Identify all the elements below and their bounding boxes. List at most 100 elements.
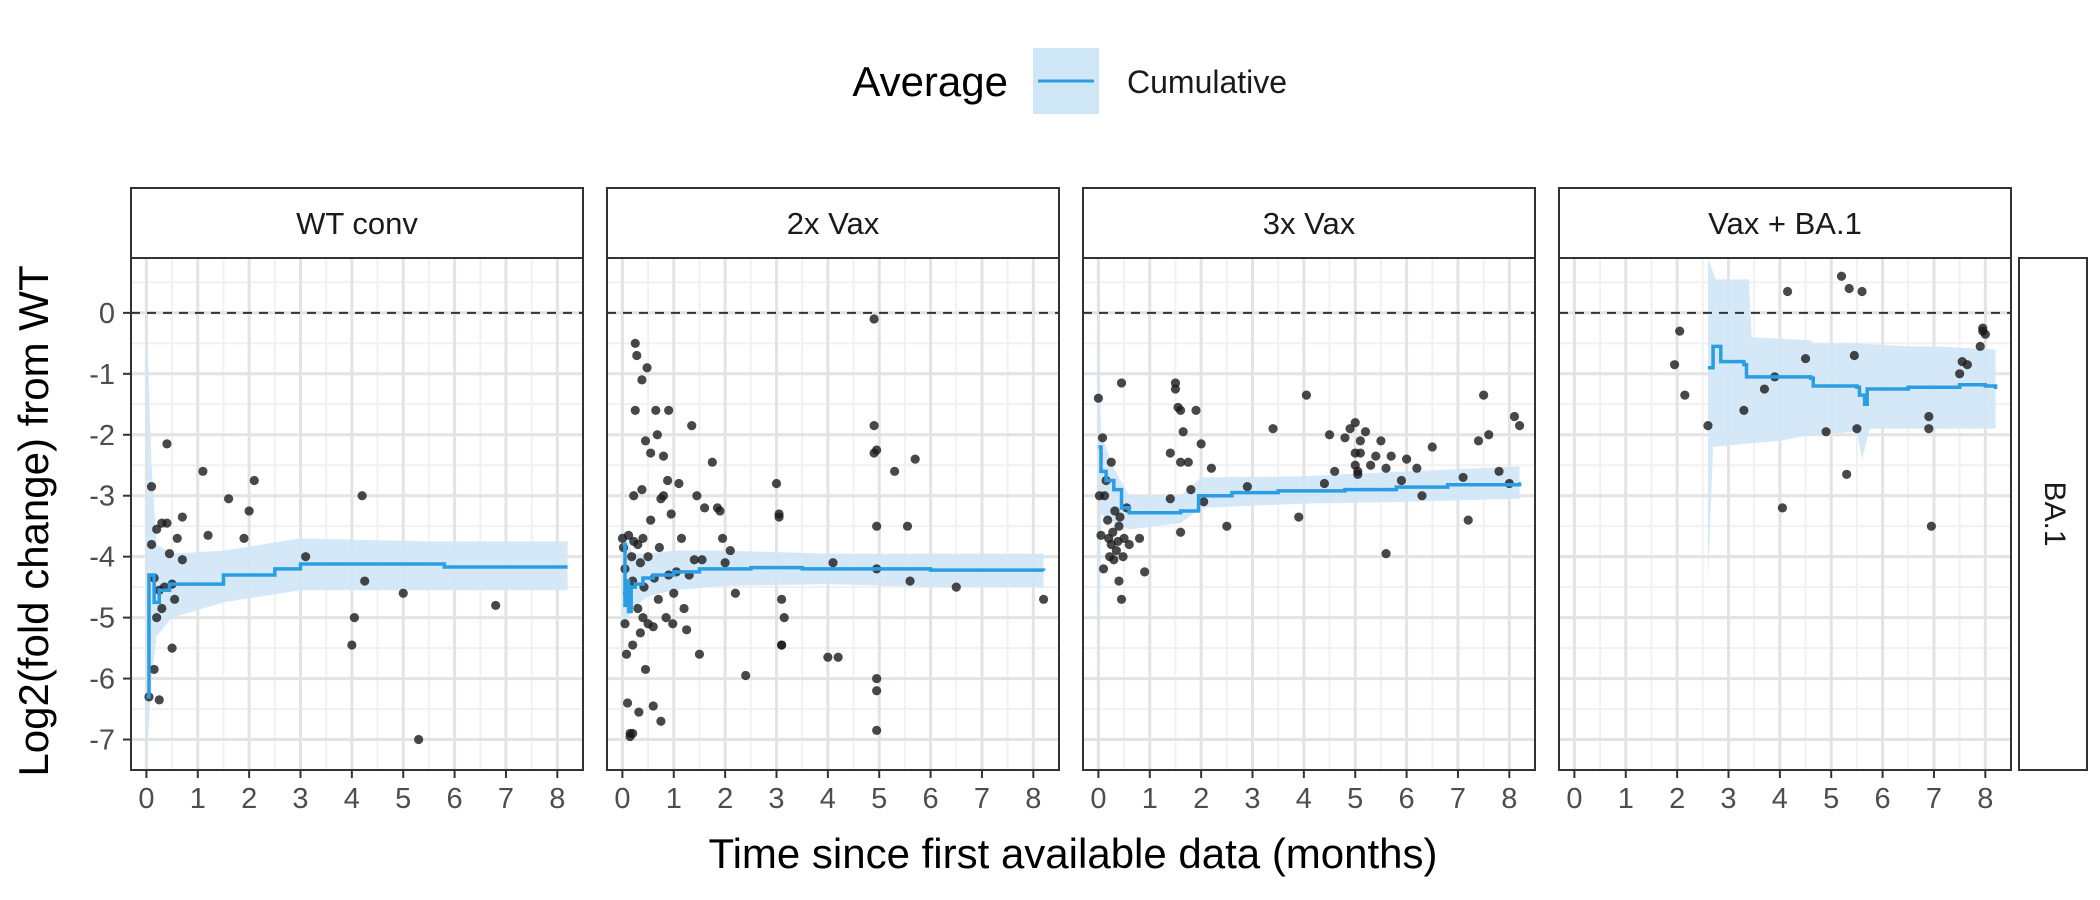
x-tick-label: 2 bbox=[717, 783, 733, 815]
panel-strip bbox=[1082, 187, 1536, 259]
x-tick-label: 2 bbox=[241, 783, 257, 815]
data-point bbox=[249, 475, 259, 486]
panel-strip-label: WT conv bbox=[296, 206, 418, 241]
data-point bbox=[638, 533, 648, 543]
data-point bbox=[635, 558, 645, 568]
data-point bbox=[717, 533, 728, 543]
x-tick-label: 0 bbox=[614, 783, 630, 815]
data-point bbox=[653, 594, 663, 604]
data-point bbox=[1680, 390, 1690, 400]
data-point bbox=[720, 558, 730, 568]
x-tick-label: 8 bbox=[549, 783, 565, 815]
x-tick-label: 8 bbox=[1501, 783, 1517, 815]
y-tick-label: -6 bbox=[89, 664, 115, 696]
data-point bbox=[664, 405, 674, 415]
data-point bbox=[177, 555, 187, 565]
data-point bbox=[1852, 424, 1862, 434]
x-tick-label: 8 bbox=[1977, 783, 1993, 815]
data-point bbox=[1427, 442, 1437, 452]
data-point bbox=[1842, 469, 1852, 479]
data-point bbox=[679, 603, 689, 614]
data-point bbox=[1116, 378, 1127, 388]
data-point bbox=[872, 686, 882, 696]
data-point bbox=[1111, 545, 1121, 556]
data-point bbox=[1463, 515, 1473, 525]
data-point bbox=[658, 451, 669, 461]
x-tick-label: 6 bbox=[1875, 783, 1891, 815]
x-tick-label: 1 bbox=[1142, 783, 1158, 815]
data-point bbox=[623, 530, 634, 540]
data-point bbox=[1350, 417, 1360, 428]
confidence-band bbox=[146, 312, 568, 770]
average-line bbox=[1707, 344, 1998, 407]
data-point bbox=[244, 506, 254, 516]
data-point bbox=[1165, 448, 1175, 458]
data-point bbox=[149, 664, 159, 675]
y-tick-label: 0 bbox=[99, 298, 115, 330]
data-point bbox=[1514, 421, 1525, 431]
x-tick-label: 5 bbox=[871, 783, 887, 815]
data-point bbox=[301, 552, 311, 562]
data-point bbox=[1340, 433, 1350, 443]
panel-border bbox=[1082, 257, 1536, 771]
data-point bbox=[1355, 448, 1365, 458]
data-point bbox=[357, 491, 367, 501]
data-point bbox=[687, 421, 697, 431]
data-point bbox=[1324, 430, 1335, 440]
data-point bbox=[654, 542, 664, 553]
data-point bbox=[1396, 475, 1407, 486]
data-point bbox=[1118, 552, 1128, 562]
data-point bbox=[1115, 512, 1125, 522]
data-point bbox=[1849, 350, 1859, 361]
data-point bbox=[360, 576, 370, 586]
data-point bbox=[239, 533, 249, 543]
panel-strip bbox=[130, 187, 584, 259]
data-point bbox=[692, 491, 702, 501]
panel-strip bbox=[606, 187, 1060, 259]
data-point bbox=[1186, 485, 1196, 495]
data-point bbox=[637, 375, 647, 385]
data-point bbox=[661, 613, 671, 623]
data-point bbox=[1777, 503, 1788, 513]
data-point bbox=[628, 640, 638, 650]
data-point bbox=[1103, 515, 1113, 525]
data-point bbox=[1119, 533, 1129, 543]
data-point bbox=[646, 448, 656, 458]
data-point bbox=[682, 625, 692, 635]
data-point bbox=[1116, 594, 1127, 604]
data-point bbox=[646, 515, 656, 525]
data-point bbox=[1509, 411, 1520, 422]
data-point bbox=[398, 588, 408, 598]
y-tick-label: -7 bbox=[89, 725, 115, 757]
data-point bbox=[1108, 527, 1118, 537]
data-point bbox=[621, 649, 632, 659]
data-point bbox=[162, 439, 172, 449]
data-point bbox=[1955, 369, 1965, 379]
data-point bbox=[1134, 533, 1145, 543]
data-point bbox=[715, 506, 725, 516]
data-point bbox=[1106, 457, 1116, 467]
data-point bbox=[634, 707, 644, 717]
x-tick-label: 3 bbox=[1244, 783, 1260, 815]
data-point bbox=[872, 521, 882, 531]
data-point bbox=[833, 652, 843, 662]
data-point bbox=[1110, 506, 1120, 516]
data-point bbox=[1222, 521, 1232, 531]
data-point bbox=[1199, 497, 1209, 507]
data-point bbox=[633, 603, 643, 614]
data-point bbox=[152, 613, 162, 623]
data-point bbox=[774, 512, 784, 522]
average-line bbox=[1098, 445, 1522, 515]
y-tick-label: -4 bbox=[89, 542, 115, 574]
data-point bbox=[1703, 421, 1713, 431]
data-point bbox=[1330, 466, 1340, 476]
y-tick-label: -2 bbox=[89, 420, 115, 452]
data-point bbox=[633, 539, 643, 550]
row-strip-label: BA.1 bbox=[2038, 481, 2071, 546]
x-tick-label: 8 bbox=[1025, 783, 1041, 815]
x-tick-label: 7 bbox=[498, 783, 514, 815]
data-point bbox=[1165, 494, 1175, 504]
data-point bbox=[637, 485, 647, 495]
data-point bbox=[635, 628, 645, 638]
y-tick-label: -1 bbox=[89, 359, 115, 391]
